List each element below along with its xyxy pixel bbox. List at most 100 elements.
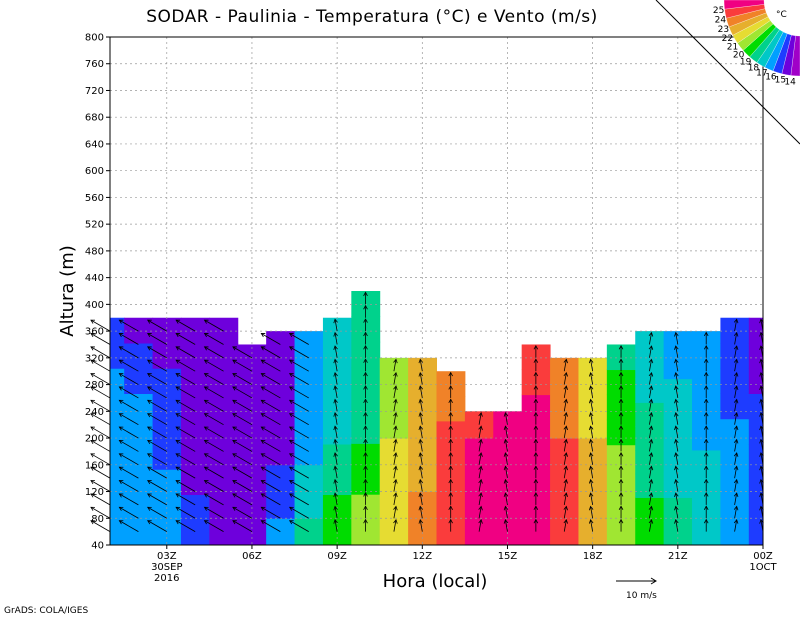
wind-vector (648, 412, 654, 425)
wind-vector (563, 398, 569, 412)
wind-vector (478, 478, 483, 492)
heatmap-cell (550, 491, 579, 519)
wind-vector (90, 319, 111, 332)
heatmap-cell (124, 519, 154, 546)
wind-vector (333, 465, 338, 479)
wind-vector (203, 413, 224, 426)
wind-vector (232, 480, 253, 492)
wind-vector (118, 333, 139, 345)
heatmap-cell (748, 443, 764, 470)
heatmap-cell (550, 357, 579, 386)
wind-vector (418, 452, 424, 465)
wind-vector (648, 492, 654, 505)
wind-vector (260, 493, 281, 506)
wind-vector (418, 492, 424, 505)
wind-vector (90, 333, 111, 345)
wind-vector (90, 373, 111, 385)
wind-vector (288, 359, 309, 372)
heatmap-cell (110, 393, 125, 420)
wind-vector (648, 385, 654, 399)
wind-vector (118, 466, 139, 479)
wind-vector (363, 451, 368, 465)
wind-vector (448, 451, 453, 465)
wind-vector (363, 411, 368, 425)
wind-vector (448, 465, 453, 479)
wind-vector (203, 359, 224, 372)
plot-frame (109, 36, 764, 546)
wind-vector (393, 385, 398, 399)
wind-vector (448, 518, 453, 532)
wind-vector (703, 331, 709, 345)
heatmap-cell (748, 393, 764, 420)
colorbar-level-label: 22 (722, 34, 733, 44)
wind-vector (533, 371, 539, 385)
wind-vector (203, 493, 224, 506)
wind-vector (703, 371, 709, 385)
wind-vector (618, 358, 624, 372)
wind-vector (733, 358, 739, 372)
wind-reference-arrowhead (650, 577, 657, 585)
x-tick-label: 00Z (753, 551, 773, 562)
wind-vector (393, 398, 398, 412)
wind-vector (503, 518, 509, 532)
wind-vector (533, 358, 539, 372)
wind-vector (674, 465, 679, 479)
wind-vector (648, 398, 654, 412)
wind-vector (203, 333, 224, 345)
heatmap-cell (464, 491, 494, 519)
wind-vector (333, 492, 338, 505)
wind-vector (90, 413, 111, 426)
wind-vector (363, 478, 368, 492)
wind-vector (90, 440, 111, 452)
y-tick-label: 400 (85, 300, 104, 311)
wind-vector (90, 480, 111, 492)
wind-vector (503, 465, 509, 479)
wind-vector (448, 505, 453, 519)
y-tick-label: 160 (85, 460, 104, 471)
colorbar-segment (723, 0, 765, 10)
wind-vector (260, 373, 281, 385)
wind-vector (618, 345, 624, 358)
wind-vector (363, 318, 368, 332)
wind-vector (448, 425, 453, 439)
heatmap-cell (550, 411, 579, 439)
wind-vector (393, 452, 398, 465)
wind-vector (333, 452, 338, 465)
wind-vector (333, 358, 338, 372)
wind-vector (503, 425, 509, 439)
heatmap-cell (266, 518, 296, 546)
y-tick-label: 600 (85, 166, 104, 177)
wind-vector (288, 399, 309, 412)
heatmap-cell (266, 464, 296, 493)
x-tick-label: 12Z (413, 551, 433, 562)
heatmap-cell (294, 438, 324, 466)
wind-vector (118, 506, 139, 519)
wind-vector (175, 466, 196, 479)
wind-vector (588, 452, 594, 465)
wind-vector (648, 505, 654, 519)
wind-vector (333, 412, 338, 425)
wind-vector (674, 412, 679, 425)
wind-vector (363, 371, 368, 385)
wind-vector (203, 426, 224, 439)
wind-vector (333, 331, 338, 345)
wind-vector (333, 371, 338, 385)
wind-vector (733, 371, 739, 385)
x-tick-label: 15Z (498, 551, 518, 562)
wind-vector (448, 371, 453, 385)
wind-vector (418, 505, 424, 519)
wind-vector (703, 425, 709, 439)
colorbar-level-label: 14 (784, 77, 796, 87)
wind-vector (563, 505, 569, 519)
wind-vector (90, 399, 111, 412)
wind-reference (616, 577, 657, 585)
wind-vector (232, 346, 253, 359)
wind-vector (703, 505, 709, 519)
wind-vector (703, 451, 709, 465)
wind-vector (503, 452, 509, 465)
wind-vector (533, 492, 539, 505)
colorbar-level-label: 18 (748, 63, 760, 73)
wind-vector (232, 426, 253, 439)
y-tick-label: 360 (85, 327, 104, 338)
wind-vector (147, 520, 167, 532)
